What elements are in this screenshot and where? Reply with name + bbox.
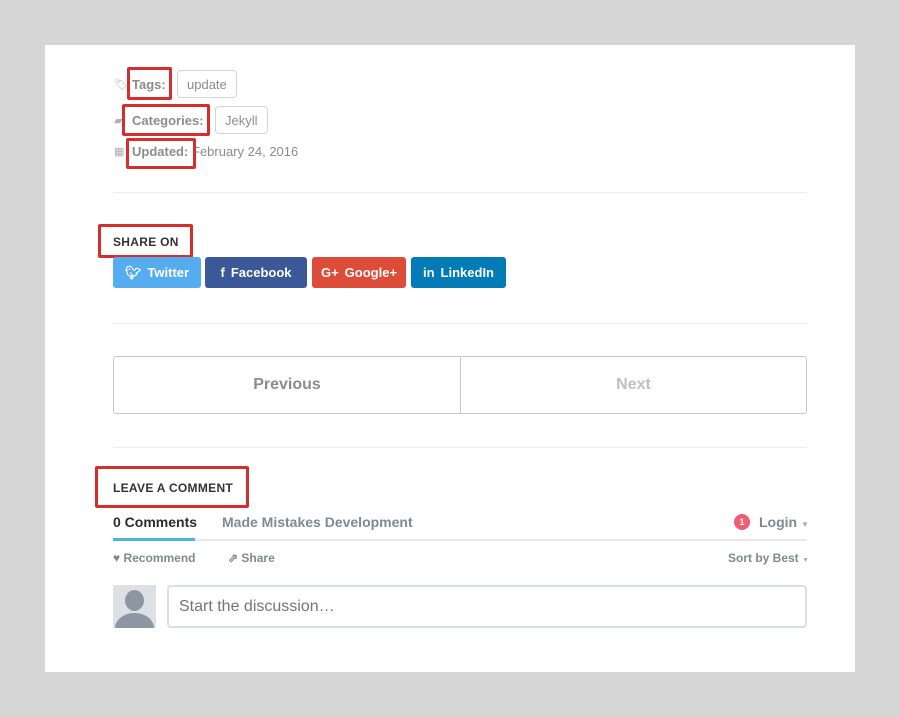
tag-update[interactable]: update [177, 70, 237, 98]
recommend-button[interactable]: ♥ Recommend [113, 551, 196, 565]
share-icon: ⇗ [228, 551, 239, 565]
highlight-box [95, 466, 249, 508]
comment-heading: LEAVE A COMMENT [113, 481, 234, 495]
previous-button[interactable]: Previous [113, 356, 461, 414]
share-facebook-button[interactable]: f Facebook [205, 257, 307, 288]
sort-dropdown[interactable]: Sort by Best ▼ [728, 551, 809, 565]
linkedin-icon: in [422, 265, 435, 280]
tag-icon: 🏷 [114, 79, 128, 91]
divider [113, 192, 807, 193]
share-discussion-button[interactable]: ⇗ Share [228, 551, 275, 565]
facebook-label: Facebook [230, 265, 292, 280]
category-jekyll[interactable]: Jekyll [215, 106, 268, 134]
google-plus-icon: G+ [320, 265, 339, 280]
highlight-box [127, 67, 172, 100]
calendar-icon: ▦ [114, 146, 125, 158]
share-heading: SHARE ON [113, 235, 179, 249]
share-linkedin-button[interactable]: in LinkedIn [411, 257, 506, 288]
tab-community[interactable]: Made Mistakes Development [222, 514, 413, 530]
highlight-box [98, 224, 193, 258]
chevron-down-icon: ▼ [801, 520, 809, 529]
sort-label: Sort by Best [728, 551, 799, 565]
folder-icon: ▰ [114, 115, 123, 127]
divider [113, 323, 807, 324]
share-twitter-button[interactable]: 🐦︎ Twitter [113, 257, 201, 288]
tags-label: Tags: [132, 77, 166, 92]
avatar [113, 585, 156, 628]
login-label: Login [759, 514, 798, 530]
share-google-plus-button[interactable]: G+ Google+ [312, 257, 406, 288]
chevron-down-icon: ▼ [802, 557, 809, 564]
tab-underline [113, 539, 807, 541]
google-plus-label: Google+ [344, 265, 398, 280]
login-button[interactable]: Login ▼ [759, 514, 809, 530]
post-footer-card [45, 45, 855, 672]
facebook-icon: f [220, 265, 225, 280]
highlight-box [126, 138, 196, 169]
twitter-icon: 🐦︎ [124, 264, 142, 280]
heart-icon: ♥ [113, 551, 121, 565]
twitter-label: Twitter [147, 265, 190, 280]
comment-input[interactable] [167, 585, 807, 628]
divider [113, 447, 807, 448]
updated-date: February 24, 2016 [192, 144, 299, 159]
notification-badge[interactable]: 1 [734, 514, 750, 530]
next-button[interactable]: Next [460, 356, 807, 414]
highlight-box [122, 104, 210, 136]
tab-comments[interactable]: 0 Comments [113, 514, 198, 530]
recommend-label: Recommend [123, 551, 196, 565]
linkedin-label: LinkedIn [440, 265, 494, 280]
categories-label: Categories: [132, 113, 204, 128]
updated-label: Updated: [132, 144, 189, 159]
active-tab-indicator [113, 538, 195, 541]
share-label: Share [241, 551, 275, 565]
